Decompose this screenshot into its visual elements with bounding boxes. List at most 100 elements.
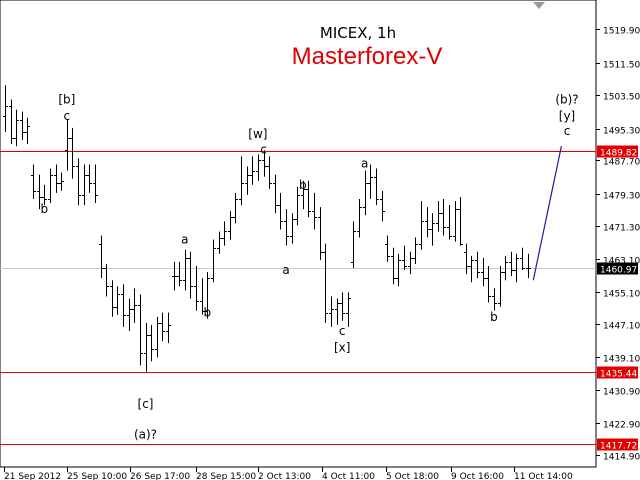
ohlc-bar bbox=[172, 261, 177, 291]
price-axis: 1519.90 1511.50 1503.50 1495.30 1487.70 1479.… bbox=[596, 27, 640, 463]
levels-group: 1489.82 1435.44 1417.72 bbox=[0, 145, 638, 452]
time-tick-label: 4 Oct 11:00 bbox=[322, 472, 375, 480]
ohlc-bar bbox=[25, 117, 30, 145]
ohlc-bar bbox=[391, 247, 396, 285]
level-label: 1489.82 bbox=[600, 149, 637, 159]
ohlc-bar bbox=[425, 207, 430, 238]
ohlc-bar bbox=[526, 253, 531, 279]
wave-label: b bbox=[299, 178, 307, 192]
ohlc-bar bbox=[239, 156, 244, 206]
ohlc-bar bbox=[115, 286, 120, 315]
price-tick-label: 1455.10 bbox=[603, 290, 640, 300]
price-tick-label: 1430.90 bbox=[603, 388, 640, 398]
level-label: 1417.72 bbox=[600, 442, 637, 452]
ohlc-bar bbox=[503, 255, 508, 281]
ohlc-bar bbox=[211, 239, 216, 283]
ohlc-bar bbox=[346, 292, 351, 327]
ohlc-bar bbox=[155, 316, 160, 358]
ohlc-bar bbox=[233, 192, 238, 224]
wave-label: c bbox=[64, 109, 71, 123]
ohlc-bar bbox=[20, 111, 25, 141]
price-tick-label: 1447.10 bbox=[603, 322, 640, 332]
ohlc-bar bbox=[301, 180, 306, 210]
wave-label: (b)? bbox=[555, 93, 578, 107]
price-tick-label: 1479.30 bbox=[603, 192, 640, 202]
wave-label: a bbox=[282, 263, 289, 277]
ohlc-bar bbox=[340, 292, 345, 321]
ohlc-bar bbox=[70, 127, 75, 179]
ohlc-bar bbox=[402, 245, 407, 271]
ohlc-bar bbox=[413, 237, 418, 264]
level-badge bbox=[597, 438, 638, 451]
ohlc-bar bbox=[475, 251, 480, 279]
current-price-label: 1460.97 bbox=[600, 266, 637, 276]
ohlc-bar bbox=[436, 201, 441, 232]
price-tick-label: 1422.90 bbox=[603, 421, 640, 431]
level-badge bbox=[597, 366, 638, 379]
wave-label: c bbox=[564, 124, 571, 138]
ohlc-bar bbox=[335, 298, 340, 325]
ohlc-bar bbox=[54, 164, 59, 193]
time-tick-label: 26 Sep 17:00 bbox=[130, 472, 190, 480]
ohlc-bar bbox=[419, 201, 424, 250]
wave-label: b bbox=[41, 202, 49, 216]
wave-label: c bbox=[339, 324, 346, 338]
wave-label: a bbox=[181, 233, 188, 247]
ohlc-bar bbox=[273, 174, 278, 214]
ohlc-bar bbox=[76, 158, 81, 206]
ohlc-bar bbox=[278, 192, 283, 230]
price-tick-label: 1495.30 bbox=[603, 127, 640, 137]
ohlc-bar bbox=[160, 312, 165, 342]
wave-label: b bbox=[204, 306, 212, 320]
wave-label: [b] bbox=[58, 93, 75, 107]
ohlc-bar bbox=[284, 209, 289, 246]
ohlc-bar bbox=[492, 288, 497, 311]
brand-subtitle: Masterforex-V bbox=[292, 43, 443, 70]
level-label: 1435.44 bbox=[600, 370, 637, 380]
time-axis: 21 Sep 2012 25 Sep 10:00 26 Sep 17:00 28 Se… bbox=[4, 467, 573, 480]
ohlc-bar bbox=[481, 257, 486, 287]
ohlc-bar bbox=[132, 288, 137, 323]
ohlc-bar bbox=[59, 172, 64, 191]
chart-shift-marker-icon[interactable] bbox=[533, 2, 545, 9]
ohlc-bar bbox=[82, 164, 87, 206]
ohlc-bars bbox=[3, 85, 531, 372]
price-tick-label: 1439.10 bbox=[603, 355, 640, 365]
ohlc-bar bbox=[486, 265, 491, 303]
price-tick-label: 1414.90 bbox=[603, 453, 640, 463]
ohlc-bar bbox=[368, 164, 373, 199]
ohlc-bar bbox=[453, 201, 458, 242]
wave-label: [w] bbox=[248, 127, 267, 141]
ohlc-bar bbox=[93, 164, 98, 204]
ohlc-bar bbox=[380, 190, 385, 222]
ohlc-bar bbox=[514, 253, 519, 283]
ohlc-bar bbox=[87, 164, 92, 193]
ohlc-bar bbox=[217, 231, 222, 254]
ohlc-bar bbox=[149, 324, 154, 362]
ohlc-bar bbox=[9, 99, 14, 145]
wave-label: [x] bbox=[334, 340, 350, 354]
ohlc-bar bbox=[99, 235, 104, 279]
ohlc-bar bbox=[200, 278, 205, 315]
ohlc-bar bbox=[351, 221, 356, 269]
ohlc-bar bbox=[256, 154, 261, 181]
time-tick-label: 11 Oct 14:00 bbox=[514, 472, 573, 480]
ohlc-bar bbox=[374, 168, 379, 206]
ohlc-bar bbox=[65, 119, 70, 171]
ohlc-bar bbox=[363, 170, 368, 216]
ohlc-bar bbox=[245, 166, 250, 195]
price-tick-label: 1511.50 bbox=[603, 61, 640, 71]
price-tick-label: 1471.30 bbox=[603, 224, 640, 234]
ohlc-bar bbox=[396, 253, 401, 287]
ohlc-bar bbox=[138, 294, 143, 366]
ohlc-bar bbox=[3, 85, 8, 132]
wave-label: (a)? bbox=[134, 428, 157, 442]
ohlc-bar bbox=[262, 150, 267, 177]
ohlc-bar bbox=[323, 243, 328, 323]
ohlc-bar bbox=[228, 211, 233, 240]
ohlc-bar bbox=[14, 109, 19, 147]
ohlc-bar bbox=[110, 280, 115, 317]
wave-label: b bbox=[490, 310, 498, 324]
